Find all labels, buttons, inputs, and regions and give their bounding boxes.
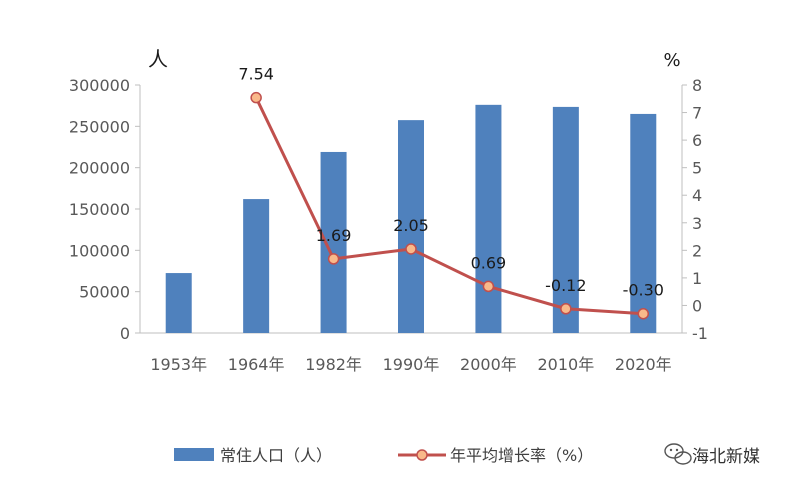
legend-label-growth: 年平均增长率（%） xyxy=(450,446,593,465)
bar-2020年 xyxy=(630,113,657,333)
left-axis-unit: 人 xyxy=(148,47,168,71)
left-tick-label: 100000 xyxy=(69,241,130,260)
right-tick-label: 2 xyxy=(692,241,702,260)
right-tick-label: 6 xyxy=(692,131,702,150)
growth-rate-point xyxy=(405,243,417,255)
right-tick-label: 7 xyxy=(692,104,702,123)
wechat-icon xyxy=(664,443,692,465)
growth-rate-point xyxy=(560,303,572,315)
growth-rate-data-label: 1.69 xyxy=(316,226,352,245)
right-tick-label: 0 xyxy=(692,296,702,315)
left-axis-ticks: 0 50000 100000 150000 200000 250000 300000 xyxy=(69,76,140,343)
watermark-text: 海北新媒 xyxy=(692,447,760,467)
category-label: 1953年 xyxy=(150,355,207,374)
right-tick-label: -1 xyxy=(692,324,708,343)
category-label: 2010年 xyxy=(537,355,594,374)
legend-item-population: 常住人口（人） xyxy=(174,446,332,465)
category-label: 2000年 xyxy=(460,355,517,374)
bar-1964年 xyxy=(243,199,270,333)
right-tick-label: 4 xyxy=(692,186,702,205)
bar-1953年 xyxy=(165,273,192,333)
growth-rate-point xyxy=(250,91,262,104)
growth-rate-data-label: -0.30 xyxy=(623,281,664,300)
left-tick-label: 300000 xyxy=(69,76,130,95)
right-tick-label: 3 xyxy=(692,214,702,233)
bar-2000年 xyxy=(475,104,502,333)
line-series: 7.54 1.69 2.05 0.69 -0.12 -0.30 xyxy=(238,65,664,320)
left-tick-label: 250000 xyxy=(69,117,130,136)
legend: 常住人口（人） 年平均增长率（%） xyxy=(174,446,593,465)
category-labels: 1953年 1964年 1982年 1990年 2000年 2010年 2020年 xyxy=(150,355,671,374)
growth-rate-point xyxy=(482,280,495,293)
category-label: 2020年 xyxy=(615,355,672,374)
growth-rate-data-label: -0.12 xyxy=(545,276,586,295)
legend-swatch-marker xyxy=(416,449,428,461)
left-tick-label: 50000 xyxy=(79,283,130,302)
left-tick-label: 0 xyxy=(120,324,130,343)
category-label: 1990年 xyxy=(383,355,440,374)
right-axis-unit: % xyxy=(663,50,680,71)
growth-rate-point xyxy=(637,307,650,320)
right-tick-label: 8 xyxy=(692,76,702,95)
growth-rate-data-label: 0.69 xyxy=(471,253,507,272)
growth-rate-data-label: 2.05 xyxy=(393,216,429,235)
bar-series xyxy=(165,104,657,333)
watermark: 海北新媒 xyxy=(664,443,760,467)
growth-rate-line xyxy=(254,97,644,316)
legend-swatch-bar xyxy=(174,448,214,461)
right-tick-label: 5 xyxy=(692,159,702,178)
growth-rate-point xyxy=(327,253,340,265)
left-tick-label: 150000 xyxy=(69,200,130,219)
growth-rate-data-label: 7.54 xyxy=(238,65,274,84)
bar-1990年 xyxy=(398,120,424,333)
category-label: 1982年 xyxy=(305,355,362,374)
right-axis-ticks: -1 0 1 2 3 4 5 6 7 8 xyxy=(682,76,708,343)
legend-label-population: 常住人口（人） xyxy=(220,446,332,465)
bar-2010年 xyxy=(552,106,579,333)
right-tick-label: 1 xyxy=(692,269,702,288)
legend-item-growth: 年平均增长率（%） xyxy=(398,446,593,465)
category-label: 1964年 xyxy=(228,355,285,374)
left-tick-label: 200000 xyxy=(69,159,130,178)
